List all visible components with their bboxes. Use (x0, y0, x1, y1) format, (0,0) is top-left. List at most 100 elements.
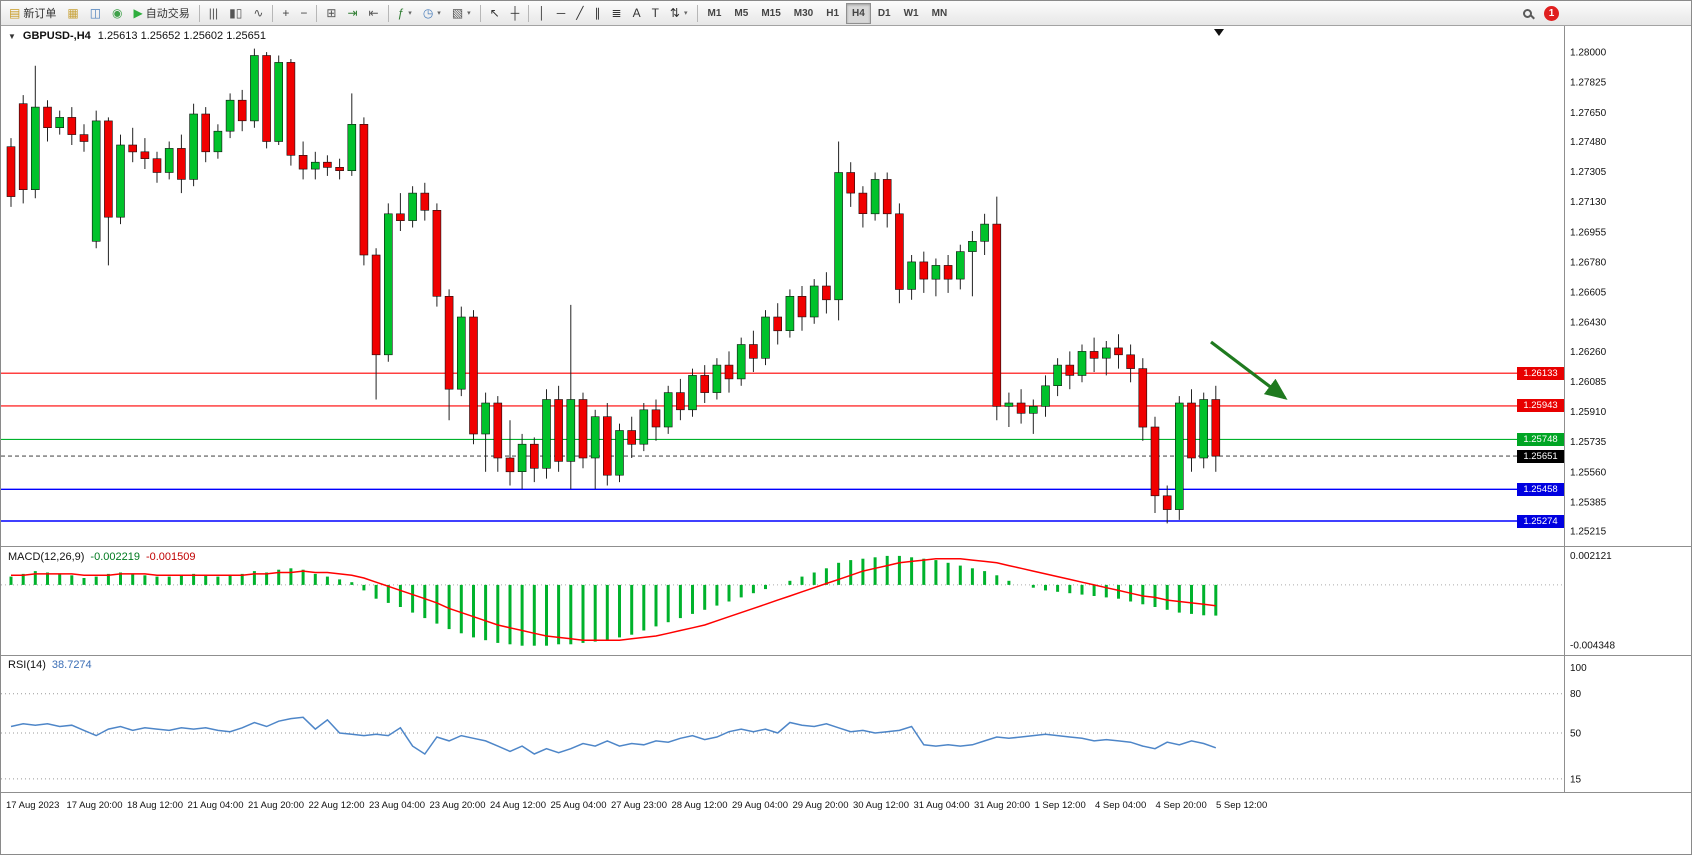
svg-text:1.25910: 1.25910 (1570, 407, 1607, 418)
toolbar: ▤ 新订单 ▦ ◫ ◉ ▶ 自动交易 ||| ▮▯ ∿ + − ⊞ ⇥ ⇤ ƒ ▾ ◷ ▾ ▧ ▾ ↖ ┼ │ ─ ╱ ∥ ≣ A T ⇅ ▾… (1, 1, 1691, 26)
svg-text:50: 50 (1570, 729, 1582, 740)
autotrading-icon: ▶ (133, 6, 143, 20)
notification-badge[interactable]: 1 (1544, 5, 1559, 21)
svg-text:21 Aug 20:00: 21 Aug 20:00 (248, 800, 304, 811)
timeframe-m5-button[interactable]: M5 (728, 3, 754, 24)
crosshair-icon: ┼ (510, 6, 520, 20)
toolbar-separator (198, 4, 200, 22)
chart-title: ▼ GBPUSD-,H4 1.25613 1.25652 1.25602 1.2… (8, 30, 266, 42)
templates-icon: ▧ (451, 6, 464, 20)
svg-text:25 Aug 04:00: 25 Aug 04:00 (551, 800, 607, 811)
text-button[interactable]: A (628, 3, 646, 24)
navigator-button[interactable]: ◫ (85, 3, 106, 24)
macd-axis[interactable]: 0.002121 -0.004348 (1570, 551, 1615, 651)
cursor-button[interactable]: ↖ (485, 3, 505, 24)
price-level-badge[interactable]: 1.25458 (1517, 482, 1564, 496)
zoom-in-button[interactable]: + (277, 3, 294, 24)
fibonacci-icon: ≣ (611, 6, 622, 20)
equidistant-channel-button[interactable]: ∥ (590, 3, 606, 24)
periods-button[interactable]: ◷ ▾ (418, 3, 446, 24)
terminal-button[interactable]: ◉ (107, 3, 127, 24)
price-level-badge[interactable]: 1.25274 (1517, 514, 1564, 528)
svg-text:17 Aug 2023: 17 Aug 2023 (6, 800, 59, 811)
timeframe-h4-button[interactable]: H4 (846, 2, 871, 24)
macd-indicator-label: MACD(12,26,9) -0.002219 -0.001509 (8, 551, 196, 563)
chart-symbol-period: GBPUSD-,H4 (22, 30, 91, 42)
toolbar-separator (387, 4, 389, 22)
timeframe-h1-button[interactable]: H1 (820, 3, 845, 24)
timeframe-w1-button[interactable]: W1 (898, 3, 925, 24)
price-level-badge[interactable]: 1.25943 (1517, 399, 1564, 413)
macd-signal-line (11, 557, 1216, 641)
trendline-button[interactable]: ╱ (571, 3, 588, 24)
indicators-icon: ƒ (397, 6, 405, 20)
toolbar-separator (696, 4, 698, 22)
line-chart-button[interactable]: ∿ (248, 3, 268, 24)
timeframe-mn-button-label: MN (931, 7, 948, 19)
search-button[interactable] (1518, 3, 1537, 24)
current-price-badge: 1.25651 (1517, 449, 1564, 463)
svg-text:1.26260: 1.26260 (1570, 347, 1607, 358)
tile-windows-icon: ⊞ (326, 6, 337, 20)
tile-windows-button[interactable]: ⊞ (321, 3, 341, 24)
arrows-button[interactable]: ⇅ ▾ (665, 3, 693, 24)
trend-arrow-annotation[interactable] (1210, 340, 1288, 400)
rsi-indicator-label: RSI(14) 38.7274 (8, 659, 92, 671)
chart-shift-button[interactable]: ⇤ (364, 3, 384, 24)
price-level-lines[interactable] (1, 372, 1564, 522)
text-label-icon: T (651, 6, 659, 20)
price-level-badge[interactable]: 1.25748 (1517, 432, 1564, 446)
timeframe-m1-button[interactable]: M1 (702, 3, 728, 24)
terminal-icon: ◉ (112, 6, 123, 20)
templates-button[interactable]: ▧ ▾ (447, 3, 476, 24)
time-axis[interactable]: 17 Aug 2023 17 Aug 20:00 18 Aug 12:00 21 Au… (6, 800, 1267, 811)
svg-text:1 Sep 12:00: 1 Sep 12:00 (1035, 800, 1086, 811)
text-label-button[interactable]: T (647, 3, 664, 24)
svg-text:27 Aug 23:00: 27 Aug 23:00 (611, 800, 667, 811)
zoom-out-button[interactable]: − (295, 3, 312, 24)
price-axis[interactable]: 1.28000 1.27825 1.27650 1.27480 1.27305 1.271… (1570, 48, 1607, 538)
toolbar-separator (528, 4, 530, 22)
timeframe-h4-button-label: H4 (852, 7, 865, 19)
svg-text:0.002121: 0.002121 (1570, 551, 1612, 562)
timeframe-d1-button[interactable]: D1 (872, 3, 897, 24)
line-chart-icon: ∿ (253, 6, 264, 20)
chart-surface[interactable]: 1.28000 1.27825 1.27650 1.27480 1.27305 1.271… (1, 26, 1692, 855)
svg-text:1.27305: 1.27305 (1570, 167, 1607, 178)
vertical-line-button[interactable]: │ (533, 3, 551, 24)
timeframe-w1-button-label: W1 (903, 7, 919, 19)
timeframe-m15-button[interactable]: M15 (755, 3, 786, 24)
periods-icon: ◷ (422, 6, 434, 20)
svg-text:1.25560: 1.25560 (1570, 467, 1607, 478)
svg-text:100: 100 (1570, 663, 1587, 674)
rsi-axis[interactable]: 100 80 50 15 (1570, 663, 1587, 785)
timeframe-m30-button[interactable]: M30 (788, 3, 819, 24)
timeframe-d1-button-label: D1 (877, 7, 891, 19)
price-level-badge[interactable]: 1.26133 (1517, 366, 1564, 380)
autotrading-button[interactable]: ▶ 自动交易 (129, 3, 195, 24)
new-order-button[interactable]: ▤ 新订单 (4, 3, 61, 24)
market-watch-button[interactable]: ▦ (62, 3, 83, 24)
bar-chart-button[interactable]: ||| (204, 3, 223, 24)
toolbar-separator (479, 4, 481, 22)
rsi-name: RSI(14) (8, 659, 46, 671)
indicators-button[interactable]: ƒ ▾ (393, 3, 417, 24)
horizontal-line-button[interactable]: ─ (552, 3, 571, 24)
svg-text:1.25215: 1.25215 (1570, 527, 1607, 538)
candlestick-chart-button[interactable]: ▮▯ (224, 3, 247, 24)
auto-scroll-button[interactable]: ⇥ (342, 3, 362, 24)
panel-separators (1, 26, 1692, 793)
candlestick-plot (6, 48, 1221, 524)
trendline-icon: ╱ (576, 6, 584, 20)
svg-text:30 Aug 12:00: 30 Aug 12:00 (853, 800, 909, 811)
vertical-line-icon: │ (538, 6, 546, 20)
macd-main-value: -0.002219 (90, 551, 140, 563)
chart-menu-icon[interactable]: ▼ (8, 31, 16, 41)
chart-shift-marker[interactable] (1214, 29, 1224, 36)
timeframe-mn-button[interactable]: MN (926, 3, 954, 24)
fibonacci-button[interactable]: ≣ (607, 3, 627, 24)
svg-text:1.26430: 1.26430 (1570, 318, 1607, 329)
rsi-plot (1, 693, 1564, 780)
crosshair-button[interactable]: ┼ (506, 3, 525, 24)
